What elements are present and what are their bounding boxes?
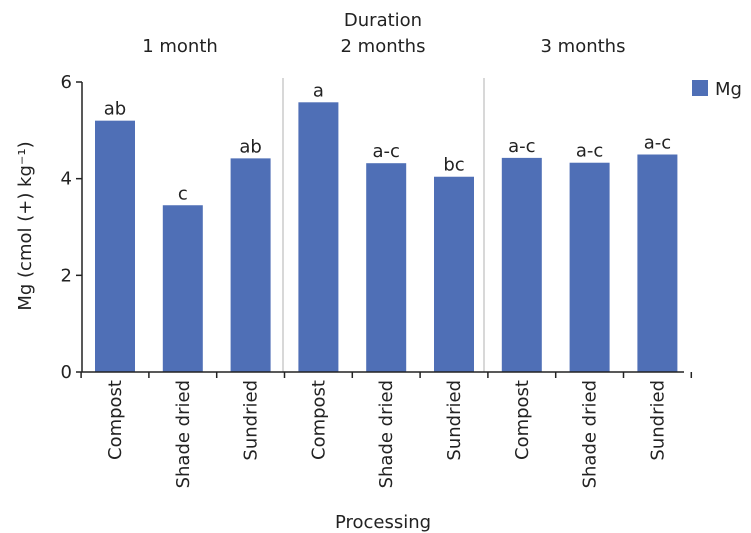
- axes: [76, 81, 693, 378]
- bar: [434, 176, 474, 372]
- y-tick-label: 0: [61, 362, 72, 383]
- y-axis-label: Mg (cmol (+) kg⁻¹): [15, 141, 36, 310]
- x-tick-label: Compost: [105, 380, 126, 460]
- legend-label: Mg: [715, 79, 742, 100]
- bar: [637, 154, 678, 372]
- bar: [501, 157, 542, 372]
- legend: Mg: [692, 79, 742, 100]
- x-axis-label: Processing: [335, 512, 431, 533]
- bar: [366, 163, 407, 372]
- x-tick-label: Sundried: [444, 380, 465, 461]
- bar-label: a-c: [644, 133, 671, 154]
- bar-label: bc: [443, 155, 464, 176]
- group-label: 2 months: [341, 36, 426, 57]
- x-tick-labels: Compost Shade dried Sundried Compost Shade d…: [105, 380, 668, 488]
- bar: [162, 205, 203, 372]
- bar-label: a-c: [372, 141, 399, 162]
- group-label: 3 months: [541, 36, 626, 57]
- x-tick-label: Sundried: [647, 380, 668, 461]
- bar: [298, 102, 339, 373]
- y-tick-label: 4: [61, 169, 72, 190]
- x-tick-label: Shade dried: [376, 380, 397, 488]
- bar: [569, 162, 610, 372]
- y-tick-label: 6: [61, 72, 72, 93]
- x-tick-label: Compost: [308, 380, 329, 460]
- legend-swatch: [692, 80, 708, 96]
- group-headers: Duration 1 month 2 months 3 months: [142, 10, 625, 57]
- bar-significance-labels: ab c ab a a-c bc a-c a-c a-c: [104, 80, 671, 204]
- x-tick-label: Shade dried: [580, 380, 601, 488]
- group-axis-label: Duration: [344, 10, 422, 31]
- x-tick-label: Shade dried: [173, 380, 194, 488]
- bar: [95, 120, 135, 373]
- y-tick-label: 2: [61, 265, 72, 286]
- bar-label: ab: [239, 136, 261, 157]
- x-tick-label: Sundried: [241, 380, 262, 461]
- group-label: 1 month: [142, 36, 218, 57]
- bar: [230, 158, 271, 372]
- bar-label: a-c: [508, 136, 535, 157]
- bar-label: a: [313, 80, 324, 101]
- x-tick-label: Compost: [512, 380, 533, 460]
- bar-label: ab: [104, 99, 126, 120]
- bar-label: c: [178, 183, 188, 204]
- bars: [95, 102, 678, 373]
- y-tick-labels: 0 2 4 6: [61, 72, 72, 383]
- bar-label: a-c: [576, 141, 603, 162]
- group-dividers: [282, 78, 485, 372]
